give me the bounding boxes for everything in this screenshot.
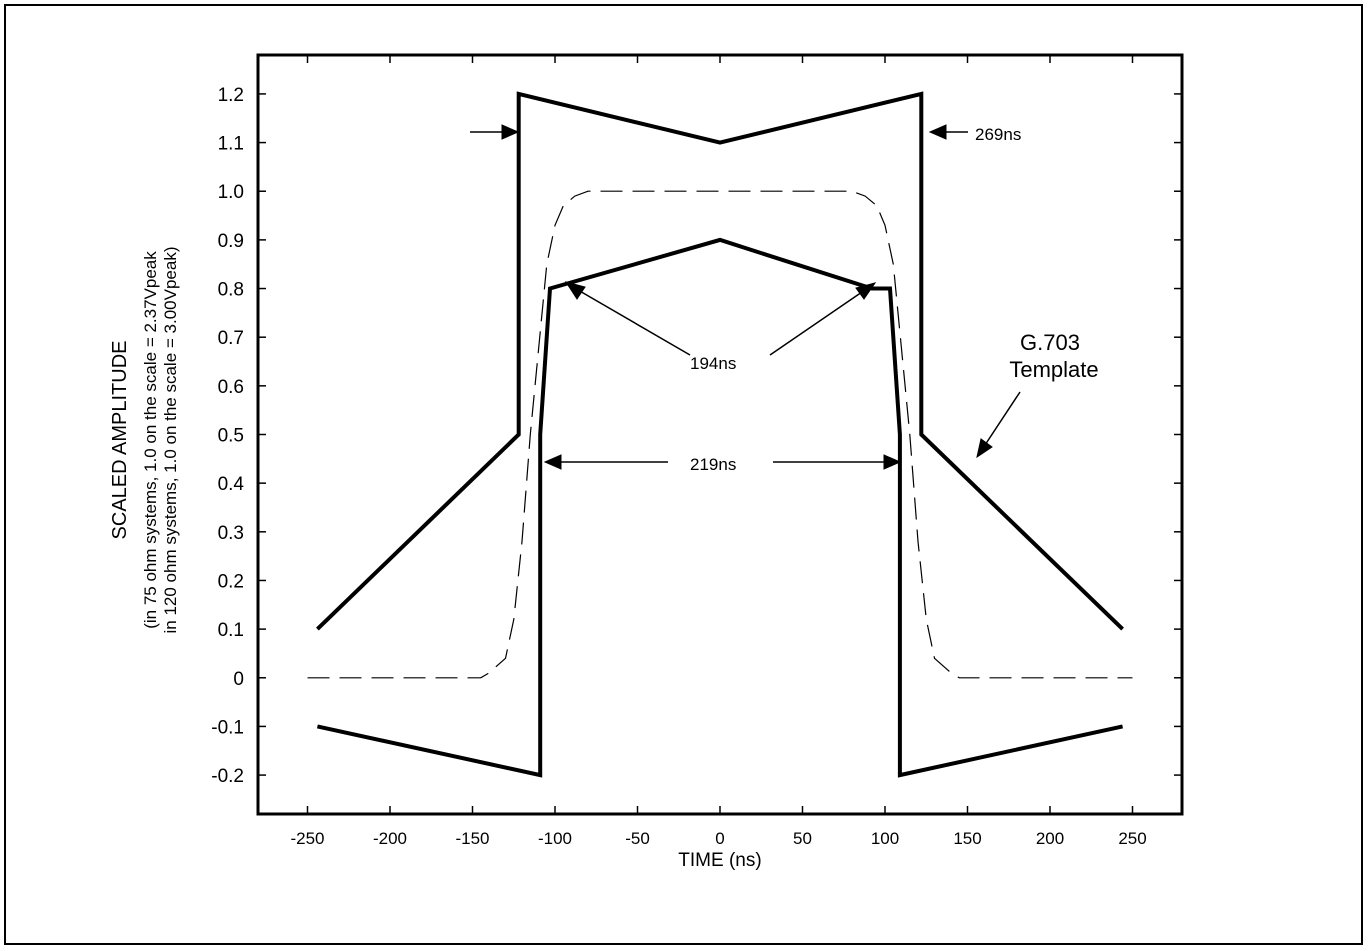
x-tick-label: 200: [1036, 829, 1064, 848]
x-tick-label: 250: [1118, 829, 1146, 848]
annotation-219ns: 219ns: [690, 455, 736, 474]
y-axis-label: SCALED AMPLITUDE: [109, 341, 131, 540]
arrow-194-left-shaft: [577, 289, 691, 356]
arrow-269-right-head: [928, 124, 947, 140]
y-axis-note-line-2: in 120 ohm systems, 1.0 on the scale = 3…: [161, 247, 180, 634]
arrow-219-left-head: [543, 454, 562, 470]
upper-mask-line: [316, 91, 1124, 631]
y-tick-label: 1.2: [218, 85, 244, 106]
arrow-194-right-head: [855, 282, 877, 300]
y-tick-label: 1.0: [218, 182, 244, 203]
arrow-219-right-head: [883, 454, 902, 470]
y-axis-ticks: -0.2 -0.1 0 0.1 0.2 0.3 0.4 0.5 0.6 0.7 0.8 0.9 1.0 1…: [211, 85, 1182, 787]
x-tick-label: -50: [625, 829, 650, 848]
annotation-194ns: 194ns: [690, 354, 736, 373]
annotations: [470, 124, 1021, 470]
x-axis-ticks: -250 -200 -150 -100 -50 0 50 100 150 200 250: [290, 55, 1147, 848]
annotation-g703: G.703: [1020, 330, 1080, 355]
y-tick-label: 0.7: [218, 328, 244, 349]
x-tick-label: -200: [373, 829, 407, 848]
y-tick-label: 0.1: [218, 620, 244, 641]
y-axis-note-line-1: (in 75 ohm systems, 1.0 on the scale = 2…: [141, 251, 160, 629]
x-tick-label: 50: [793, 829, 812, 848]
x-tick-label: -100: [538, 829, 572, 848]
arrow-269-left-head: [501, 124, 520, 140]
y-tick-label: 0.2: [218, 571, 244, 592]
annotation-template: Template: [1009, 357, 1098, 382]
plot-area: [256, 53, 1184, 816]
x-tick-label: 100: [871, 829, 899, 848]
x-axis-label: TIME (ns): [678, 850, 761, 871]
annotation-269ns: 269ns: [975, 125, 1021, 144]
arrow-194-left-head: [564, 281, 586, 300]
series-group: [307, 91, 1133, 778]
arrow-194-right-shaft: [769, 291, 863, 356]
lower-mask-line: [316, 237, 1124, 778]
arrow-template-shaft: [984, 391, 1021, 446]
chart-frame: [4, 4, 1363, 945]
y-tick-label: 0: [233, 669, 244, 690]
y-tick-label: 0.6: [218, 377, 244, 398]
x-tick-label: 0: [715, 829, 724, 848]
x-tick-label: -150: [455, 829, 489, 848]
y-tick-label: -0.2: [211, 766, 244, 787]
arrow-template-head: [976, 438, 993, 459]
y-tick-label: -0.1: [211, 717, 244, 738]
y-tick-label: 0.3: [218, 523, 244, 544]
x-tick-label: -250: [290, 829, 324, 848]
y-tick-label: 0.8: [218, 280, 244, 301]
y-tick-label: 0.4: [218, 474, 245, 495]
y-tick-label: 1.1: [218, 134, 244, 155]
y-tick-label: 0.5: [218, 426, 244, 447]
x-tick-label: 150: [953, 829, 981, 848]
nominal-pulse-line: [307, 190, 1133, 679]
y-tick-label: 0.9: [218, 231, 244, 252]
